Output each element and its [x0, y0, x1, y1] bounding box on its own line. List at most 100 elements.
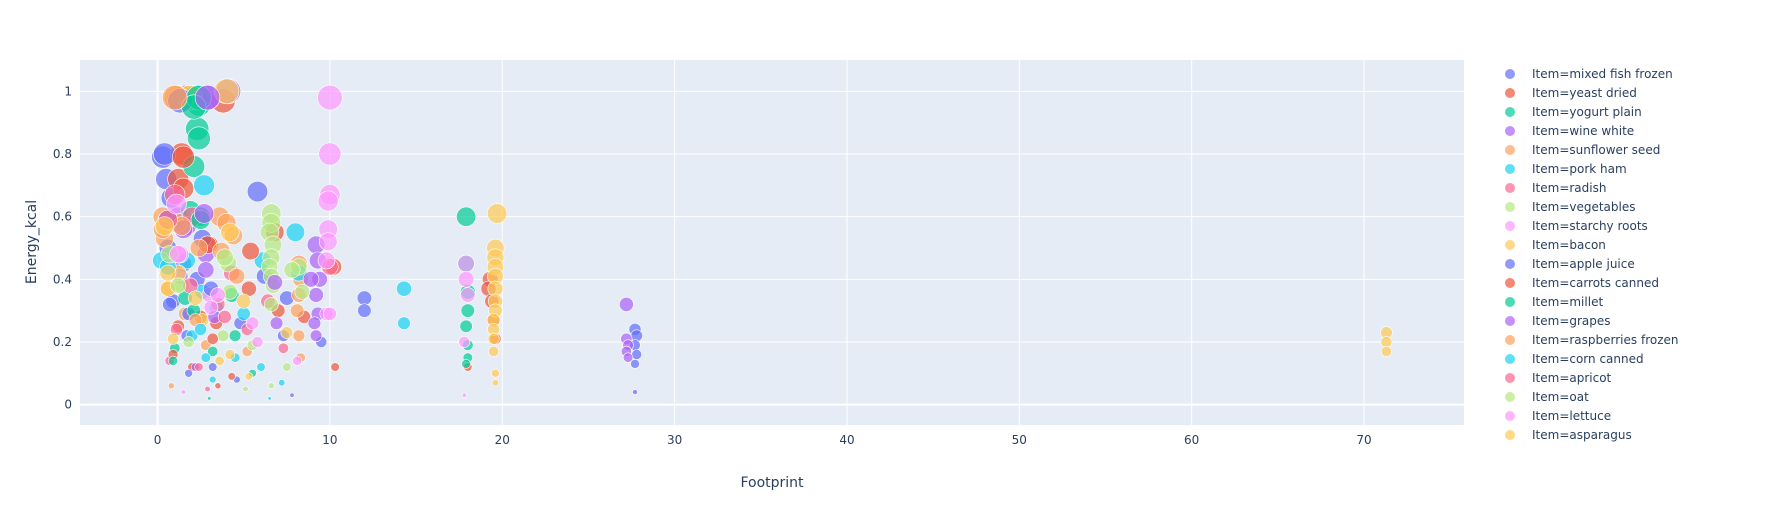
data-point [307, 316, 322, 330]
data-point [460, 303, 475, 318]
data-point [224, 349, 236, 360]
data-point [217, 309, 232, 324]
data-point [457, 254, 475, 273]
legend-marker [1505, 69, 1515, 79]
data-point [632, 389, 638, 395]
legend-marker [1505, 354, 1515, 364]
data-point [166, 193, 187, 215]
data-point [317, 190, 339, 212]
data-point [619, 296, 634, 312]
legend-label: Item=millet [1532, 295, 1603, 309]
x-tick-label: 50 [1012, 433, 1027, 447]
data-point [630, 359, 640, 369]
legend-label: Item=yeast dried [1532, 86, 1637, 100]
legend-marker [1505, 202, 1515, 212]
data-point [200, 352, 211, 363]
legend-marker [1505, 183, 1515, 193]
data-point [317, 251, 336, 270]
data-point [206, 332, 219, 345]
data-point [193, 174, 215, 197]
data-point [214, 355, 225, 366]
data-point [292, 329, 306, 342]
data-point [459, 319, 473, 333]
x-tick-label: 10 [322, 433, 337, 447]
x-tick-label: 30 [667, 433, 682, 447]
data-point [396, 280, 412, 297]
data-point [330, 362, 340, 372]
data-point [256, 362, 266, 372]
data-point [167, 382, 175, 390]
data-point [244, 372, 253, 381]
legend-label: Item=apricot [1532, 371, 1612, 385]
legend-marker [1505, 392, 1515, 402]
data-point [267, 396, 272, 401]
data-point [251, 336, 264, 348]
legend-marker [1505, 88, 1515, 98]
data-point [220, 222, 240, 242]
data-point [208, 375, 217, 384]
legend-marker [1505, 430, 1515, 440]
data-point [154, 216, 175, 236]
legend-marker [1505, 335, 1515, 345]
legend-marker [1505, 221, 1515, 231]
data-point [280, 326, 294, 339]
legend-label: Item=bacon [1532, 238, 1606, 252]
data-point [356, 290, 373, 306]
data-point [488, 345, 500, 357]
data-point [302, 271, 320, 288]
data-point [210, 287, 226, 303]
y-axis-title: Energy_kcal [24, 200, 40, 284]
data-point [216, 329, 230, 342]
data-point [189, 238, 208, 258]
x-axis-title: Footprint [740, 475, 804, 491]
data-point [184, 368, 193, 378]
data-point [357, 303, 372, 318]
data-point [397, 316, 411, 330]
data-point [194, 203, 215, 224]
data-point [289, 392, 295, 398]
x-tick-label: 70 [1356, 433, 1371, 447]
data-point [460, 287, 476, 303]
data-point [171, 145, 195, 169]
data-point [458, 336, 471, 348]
legend-marker [1505, 240, 1515, 250]
data-point [285, 222, 306, 242]
data-point [162, 296, 177, 312]
y-tick-label: 0.2 [53, 335, 72, 349]
data-point [170, 277, 187, 294]
legend-marker [1505, 411, 1515, 421]
x-tick-labels: 0 10 20 30 40 50 60 70 [154, 433, 1372, 447]
data-point [228, 267, 246, 285]
data-point [267, 382, 275, 390]
legend-label: Item=asparagus [1532, 428, 1632, 442]
data-point [322, 306, 337, 321]
y-tick-label: 0.6 [53, 210, 72, 224]
data-point [491, 368, 500, 378]
y-tick-labels: 0 0.2 0.4 0.6 0.8 1 [53, 84, 72, 411]
legend-marker [1505, 145, 1515, 155]
legend-label: Item=grapes [1532, 314, 1611, 328]
data-point [277, 342, 290, 354]
legend-label: Item=sunflower seed [1532, 143, 1660, 157]
data-point [162, 84, 188, 111]
legend-marker [1505, 259, 1515, 269]
data-point [246, 181, 269, 203]
legend-label: Item=mixed fish frozen [1532, 67, 1673, 81]
data-point [207, 396, 212, 401]
data-point [180, 389, 187, 395]
legend-marker [1505, 164, 1515, 174]
data-point [491, 379, 500, 387]
data-point [194, 84, 221, 111]
y-tick-label: 0.8 [53, 147, 72, 161]
legend-label: Item=radish [1532, 181, 1606, 195]
x-tick-label: 20 [495, 433, 510, 447]
data-point [461, 359, 471, 369]
data-point [236, 293, 252, 309]
data-point [197, 261, 215, 279]
data-point [208, 362, 218, 372]
data-point [214, 382, 222, 390]
data-point [456, 206, 477, 227]
data-point [227, 372, 236, 381]
data-point [294, 283, 311, 300]
